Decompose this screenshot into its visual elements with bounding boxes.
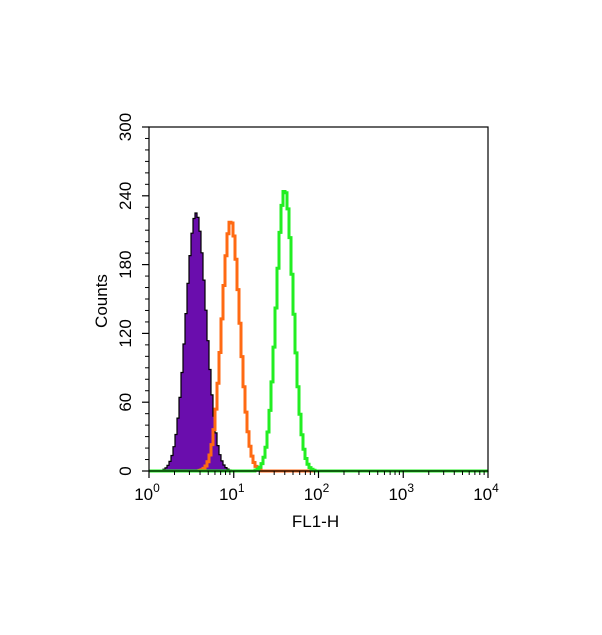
x-tick-label: 102 bbox=[304, 481, 330, 504]
x-tick-label: 103 bbox=[388, 481, 414, 504]
series-0-filled-histogram bbox=[149, 212, 488, 472]
y-tick-label: 60 bbox=[116, 393, 135, 412]
series-layer bbox=[149, 190, 488, 473]
y-tick-label: 240 bbox=[116, 182, 135, 210]
x-tick-label: 100 bbox=[134, 481, 160, 504]
x-axis-title: FL1-H bbox=[292, 512, 339, 531]
y-tick-label: 0 bbox=[116, 466, 135, 475]
ticks-layer: 100 101 102 103 104 0 60 120 180 240 300 bbox=[116, 113, 499, 504]
y-tick-label: 120 bbox=[116, 319, 135, 347]
y-tick-label: 300 bbox=[116, 113, 135, 141]
y-axis-title: Counts bbox=[92, 274, 111, 328]
y-tick-label: 180 bbox=[116, 250, 135, 278]
x-tick-label: 104 bbox=[473, 481, 499, 504]
x-tick-label: 101 bbox=[219, 481, 245, 504]
